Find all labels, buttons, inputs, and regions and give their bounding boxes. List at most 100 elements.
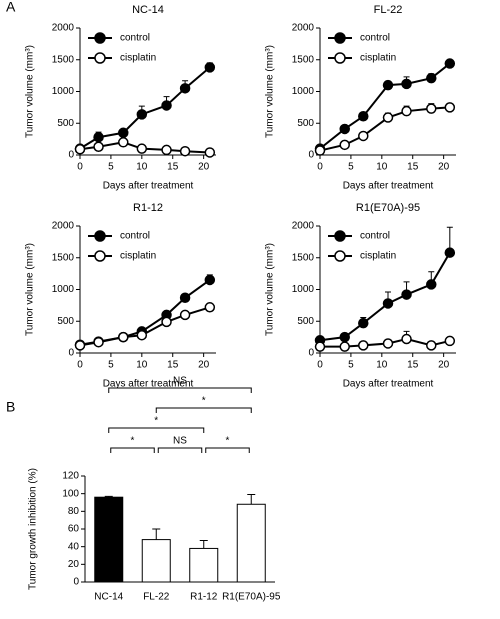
data-point <box>74 340 86 351</box>
data-point <box>401 105 412 117</box>
y-tick-label: 120 <box>62 471 79 482</box>
data-point <box>426 340 437 351</box>
x-tick-label: 15 <box>167 162 179 173</box>
significance-bracket <box>157 447 203 453</box>
legend-marker <box>94 250 106 262</box>
error-bar <box>152 528 161 540</box>
data-point <box>161 144 172 156</box>
y-tick-label: 0 <box>308 150 314 161</box>
y-tick-label: 0 <box>68 150 74 161</box>
x-tick-label: 5 <box>108 162 114 173</box>
data-point <box>339 331 350 343</box>
y-axis-label: Tumor volume (mm³) <box>25 45 36 138</box>
x-tick-label: R1(E70A)-95 <box>222 592 281 603</box>
data-point <box>339 341 350 352</box>
y-tick-label: 2000 <box>52 221 75 232</box>
series-line <box>319 252 451 342</box>
data-point <box>314 341 326 352</box>
x-tick-label: 20 <box>438 360 450 371</box>
data-point <box>179 83 191 94</box>
data-point <box>93 131 104 143</box>
x-tick-label: 5 <box>348 360 354 371</box>
bar <box>236 503 266 583</box>
significance-label: * <box>226 436 230 447</box>
data-point <box>136 109 148 120</box>
y-tick-label: 500 <box>57 316 74 327</box>
chart-title: NC-14 <box>132 4 164 16</box>
y-axis-label: Tumor volume (mm³) <box>25 243 36 336</box>
x-axis-label: Days after treatment <box>103 379 194 390</box>
x-tick-label: 10 <box>376 162 388 173</box>
y-tick-label: 2000 <box>292 221 315 232</box>
data-point <box>358 111 369 122</box>
y-tick-label: 100 <box>62 488 79 499</box>
y-tick-label: 60 <box>68 524 80 535</box>
x-tick-label: 5 <box>348 162 354 173</box>
data-point <box>93 141 104 152</box>
x-tick-label: 0 <box>77 360 83 371</box>
y-tick-label: 40 <box>68 541 80 552</box>
y-tick-label: 1000 <box>292 86 315 97</box>
panel-label: A <box>6 0 16 15</box>
y-tick-label: 80 <box>68 506 80 517</box>
x-tick-label: 20 <box>198 360 210 371</box>
data-point <box>179 145 191 157</box>
legend-marker <box>334 32 346 44</box>
data-point <box>444 247 456 258</box>
data-point <box>179 309 191 321</box>
legend-marker <box>334 52 346 64</box>
legend-label: control <box>120 33 150 44</box>
x-tick-label: 15 <box>407 360 419 371</box>
x-axis-label: Days after treatment <box>343 379 434 390</box>
data-point <box>161 100 172 111</box>
significance-label: * <box>131 436 135 447</box>
significance-label: * <box>202 396 206 407</box>
y-tick-label: 2000 <box>52 23 75 34</box>
data-point <box>161 316 172 328</box>
data-point <box>426 72 437 84</box>
data-point <box>426 279 437 290</box>
x-tick-label: NC-14 <box>94 592 123 603</box>
x-tick-label: R1-12 <box>190 592 218 603</box>
y-tick-label: 1500 <box>292 54 315 65</box>
x-tick-label: 10 <box>136 162 148 173</box>
y-tick-label: 1000 <box>52 86 75 97</box>
data-point <box>204 147 216 158</box>
data-point <box>136 143 148 154</box>
y-tick-label: 500 <box>297 118 314 129</box>
data-point <box>444 102 456 113</box>
legend-label: control <box>360 231 390 242</box>
data-point <box>382 112 394 123</box>
bar <box>94 496 124 583</box>
data-point <box>358 317 369 329</box>
data-point <box>382 338 394 349</box>
legend-marker <box>94 230 106 242</box>
legend-label: cisplatin <box>360 251 396 262</box>
y-tick-label: 500 <box>297 316 314 327</box>
data-point <box>444 58 456 69</box>
data-point <box>358 340 369 351</box>
x-tick-label: 0 <box>77 162 83 173</box>
panel-label: B <box>6 399 15 415</box>
y-tick-label: 2000 <box>292 23 315 34</box>
x-tick-label: 0 <box>317 360 323 371</box>
significance-bracket <box>108 387 252 393</box>
data-point <box>314 145 326 156</box>
x-tick-label: 0 <box>317 162 323 173</box>
data-point <box>401 289 412 300</box>
y-axis-label: Tumor growth inhibition (%) <box>28 468 39 590</box>
legend-label: cisplatin <box>360 53 396 64</box>
x-axis-label: Days after treatment <box>343 181 434 192</box>
significance-bracket <box>155 407 252 413</box>
data-point <box>118 331 129 343</box>
x-tick-label: FL-22 <box>143 592 170 603</box>
legend-label: cisplatin <box>120 53 156 64</box>
x-tick-label: 10 <box>136 360 148 371</box>
significance-label: * <box>154 416 158 427</box>
y-tick-label: 0 <box>68 348 74 359</box>
chart-title: R1-12 <box>133 202 163 214</box>
legend-marker <box>94 32 106 44</box>
x-axis-label: Days after treatment <box>103 181 194 192</box>
y-axis-label: Tumor volume (mm³) <box>265 45 276 138</box>
